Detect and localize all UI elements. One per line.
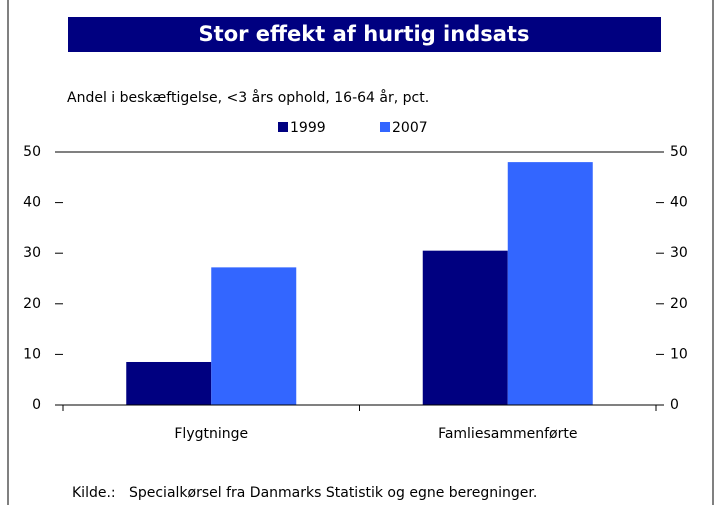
legend-swatch <box>278 122 288 132</box>
y-tick-label: 0 <box>32 397 41 413</box>
legend-label: 2007 <box>392 120 428 136</box>
y2-tick-label: 30 <box>670 245 688 261</box>
y-tick-label: 30 <box>23 245 41 261</box>
x-tick-label: Famliesammenførte <box>438 426 577 442</box>
subtitle: Andel i beskæftigelse, <3 års ophold, 16… <box>67 89 429 106</box>
y2-tick-label: 40 <box>670 195 688 211</box>
y2-tick-label: 0 <box>670 397 679 413</box>
bar <box>211 267 297 405</box>
title-banner <box>68 17 661 52</box>
frame <box>7 0 714 505</box>
y2-tick-label: 10 <box>670 346 688 362</box>
source: Kilde.: Specialkørsel fra Danmarks Stati… <box>72 485 537 501</box>
y-tick-label: 50 <box>23 144 41 160</box>
chart-title: Stor effekt af hurtig indsats <box>199 22 530 46</box>
bar <box>126 361 212 405</box>
y-tick-label: 10 <box>23 346 41 362</box>
legend-label: 1999 <box>290 120 326 136</box>
bar <box>507 162 593 405</box>
x-tick-label: Flygtninge <box>174 426 248 442</box>
y2-tick-label: 20 <box>670 296 688 312</box>
legend-swatch <box>380 122 390 132</box>
bar <box>422 250 508 405</box>
y2-tick-label: 50 <box>670 144 688 160</box>
y-tick-label: 20 <box>23 296 41 312</box>
y-tick-label: 40 <box>23 195 41 211</box>
